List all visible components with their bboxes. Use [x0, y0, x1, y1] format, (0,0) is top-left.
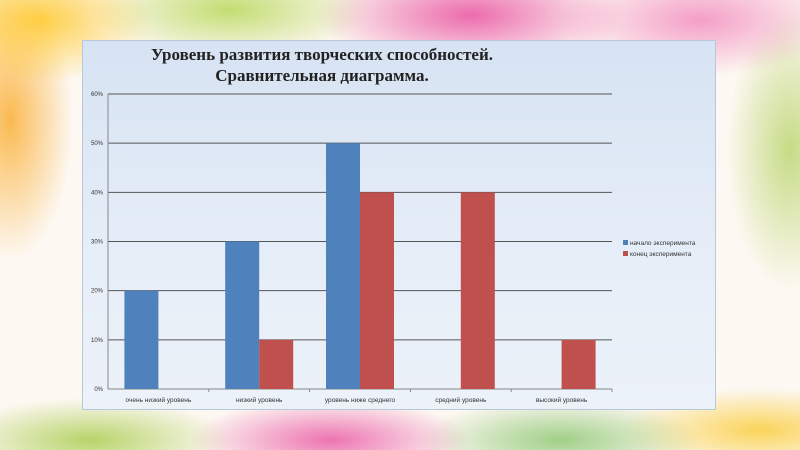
x-tick-label: очень низкий уровень: [126, 396, 192, 404]
bar-end: [460, 192, 495, 389]
legend-swatch: [623, 240, 628, 245]
y-tick-label: 20%: [91, 289, 104, 295]
y-tick-label: 0%: [94, 387, 103, 393]
chart-panel: [82, 40, 716, 410]
title-line-1: Уровень развития творческих способностей…: [150, 45, 494, 64]
x-tick-label: низкий уровень: [236, 396, 283, 404]
bar-end: [561, 339, 596, 389]
bar-start: [326, 143, 360, 389]
y-tick-label: 50%: [91, 141, 104, 147]
bar-start: [124, 290, 159, 389]
x-tick-label: уровень ниже среднего: [325, 397, 396, 404]
bar-end: [259, 339, 294, 389]
legend-label: конец эксперимента: [630, 251, 692, 258]
y-tick-label: 30%: [91, 240, 104, 246]
bar-start: [225, 241, 260, 389]
y-tick-label: 10%: [91, 338, 104, 344]
chart-title: Уровень развития творческих способностей…: [82, 44, 562, 86]
bar-end: [360, 192, 394, 389]
y-tick-label: 60%: [91, 92, 104, 98]
legend-label: начало эксперимента: [630, 240, 696, 247]
y-tick-label: 40%: [91, 190, 104, 196]
x-tick-label: средний уровень: [435, 396, 487, 404]
title-line-2: Сравнительная диаграмма.: [215, 66, 429, 85]
x-tick-label: высокий уровень: [536, 396, 588, 404]
legend-swatch: [623, 251, 628, 256]
